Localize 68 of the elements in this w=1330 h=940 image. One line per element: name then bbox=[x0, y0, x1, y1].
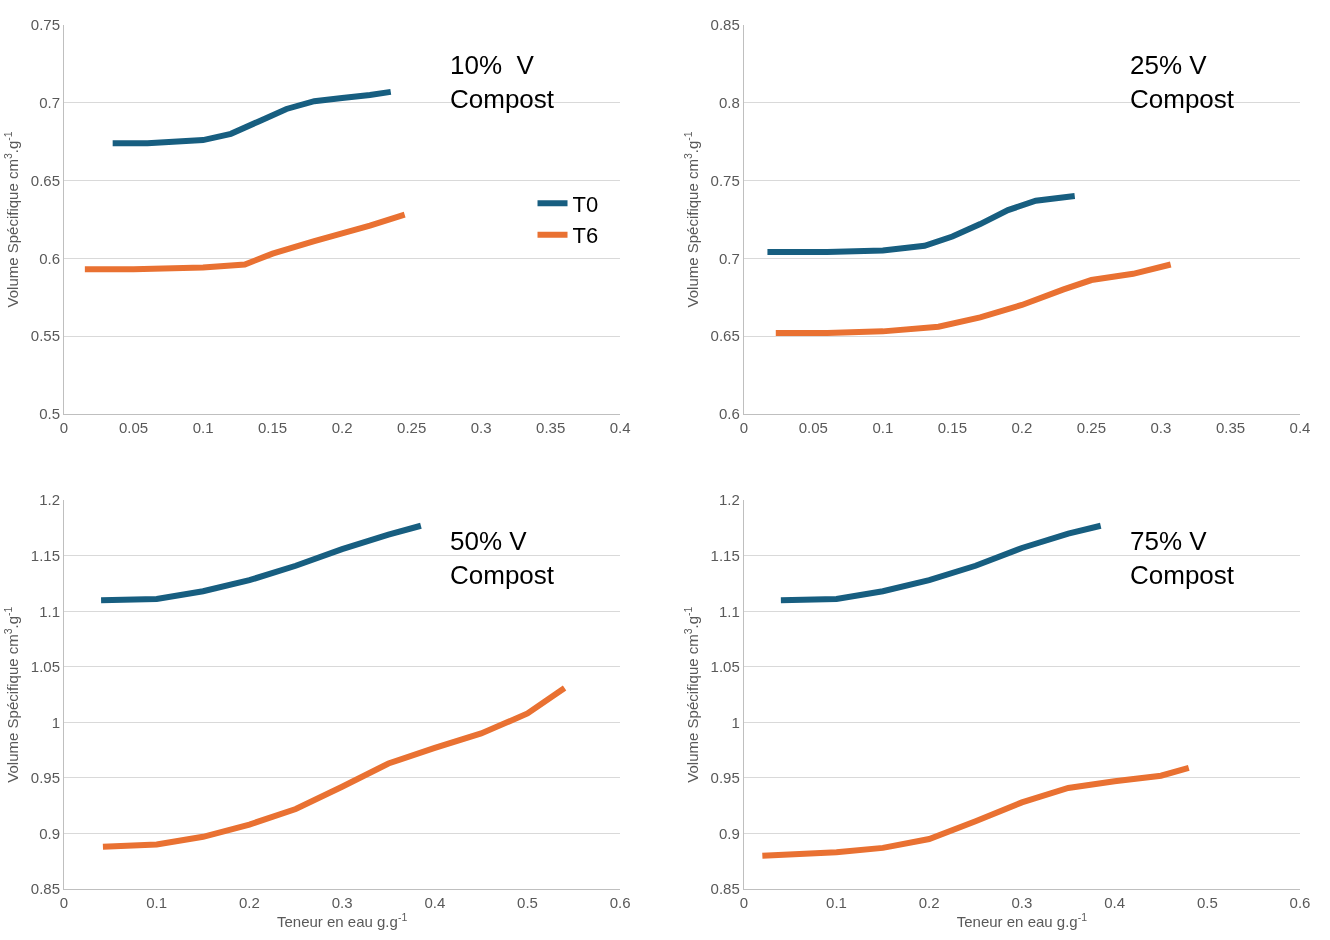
y-tick-label: 0.7 bbox=[39, 94, 60, 112]
x-tick-label: 0.35 bbox=[1215, 418, 1246, 436]
y-tick-label: 0.95 bbox=[710, 769, 740, 787]
x-tick-label: 0.15 bbox=[257, 418, 288, 436]
x-tick-label: 0.3 bbox=[1150, 418, 1172, 436]
y-tick-label: 0.65 bbox=[710, 327, 740, 345]
x-tick-label: 0.2 bbox=[238, 894, 260, 911]
y-tick-label: 1.1 bbox=[718, 602, 740, 620]
x-tick-label: 0.2 bbox=[1011, 418, 1033, 436]
y-tick-label: 0.5 bbox=[39, 405, 60, 423]
x-tick-label: 0.25 bbox=[1076, 418, 1107, 436]
y-tick-label: 0.95 bbox=[30, 769, 60, 787]
y-tick-label: 0.85 bbox=[30, 880, 60, 898]
x-tick-label: 0.3 bbox=[470, 418, 492, 436]
x-tick-label: 0.3 bbox=[331, 894, 353, 911]
legend-label: T6 bbox=[572, 223, 599, 249]
y-tick-label: 0.9 bbox=[718, 824, 740, 842]
x-tick-label: 0.4 bbox=[1289, 418, 1311, 436]
y-tick-label: 1 bbox=[731, 713, 740, 731]
x-tick-label: 0.5 bbox=[1196, 894, 1218, 911]
y-tick-label: 1 bbox=[51, 713, 60, 731]
annotation: 75% V Compost bbox=[1130, 526, 1235, 590]
y-tick-label: 0.65 bbox=[30, 171, 60, 189]
x-tick-label: 0.2 bbox=[918, 894, 940, 911]
y-tick-label: 1.05 bbox=[30, 658, 60, 676]
x-tick-label: 0 bbox=[739, 418, 748, 436]
annotation: 25% V Compost bbox=[1130, 50, 1235, 114]
x-tick-label: 0 bbox=[739, 894, 748, 911]
y-tick-label: 0.85 bbox=[710, 880, 740, 898]
x-tick-label: 0.4 bbox=[424, 894, 446, 911]
x-tick-label: 0.05 bbox=[118, 418, 149, 436]
x-axis-title: Teneur en eau g.g$^{-1}$ bbox=[956, 911, 1088, 931]
x-tick-label: 0.4 bbox=[1104, 894, 1126, 911]
annotation: 50% V Compost bbox=[450, 526, 555, 590]
y-tick-label: 0.75 bbox=[710, 171, 740, 189]
y-tick-label: 1.2 bbox=[718, 491, 740, 509]
y-tick-label: 0.75 bbox=[30, 16, 60, 34]
x-axis-title: Teneur en eau g.g$^{-1}$ bbox=[276, 911, 408, 931]
x-tick-label: 0.05 bbox=[798, 418, 828, 436]
y-tick-label: 0.7 bbox=[718, 249, 740, 267]
y-tick-label: 1.2 bbox=[39, 491, 60, 509]
annotation: 10% V Compost bbox=[450, 50, 555, 114]
y-tick-label: 0.55 bbox=[30, 327, 60, 345]
x-tick-label: 0.1 bbox=[192, 418, 214, 436]
x-tick-label: 0.35 bbox=[536, 418, 566, 436]
y-tick-label: 0.9 bbox=[39, 824, 60, 842]
y-tick-label: 0.6 bbox=[39, 249, 60, 267]
x-tick-label: 0.1 bbox=[872, 418, 894, 436]
x-tick-label: 0.3 bbox=[1011, 894, 1033, 911]
x-tick-label: 0.4 bbox=[609, 418, 631, 436]
y-tick-label: 1.1 bbox=[39, 602, 60, 620]
x-tick-label: 0.25 bbox=[397, 418, 427, 436]
x-tick-label: 0.6 bbox=[1289, 894, 1311, 911]
x-tick-label: 0 bbox=[59, 418, 69, 436]
y-tick-label: 1.15 bbox=[30, 546, 60, 564]
y-tick-label: 0.6 bbox=[718, 405, 740, 423]
legend-label: T0 bbox=[572, 191, 599, 217]
y-tick-label: 1.15 bbox=[710, 546, 740, 564]
x-tick-label: 0.5 bbox=[517, 894, 538, 911]
x-tick-label: 0.2 bbox=[331, 418, 353, 436]
y-tick-label: 0.85 bbox=[710, 16, 740, 34]
y-tick-label: 0.8 bbox=[718, 94, 740, 112]
x-tick-label: 0.1 bbox=[826, 894, 847, 911]
x-tick-label: 0.15 bbox=[937, 418, 967, 436]
x-tick-label: 0.1 bbox=[146, 894, 168, 911]
y-tick-label: 1.05 bbox=[710, 658, 740, 676]
x-tick-label: 0.6 bbox=[609, 894, 631, 911]
x-tick-label: 0 bbox=[59, 894, 69, 911]
